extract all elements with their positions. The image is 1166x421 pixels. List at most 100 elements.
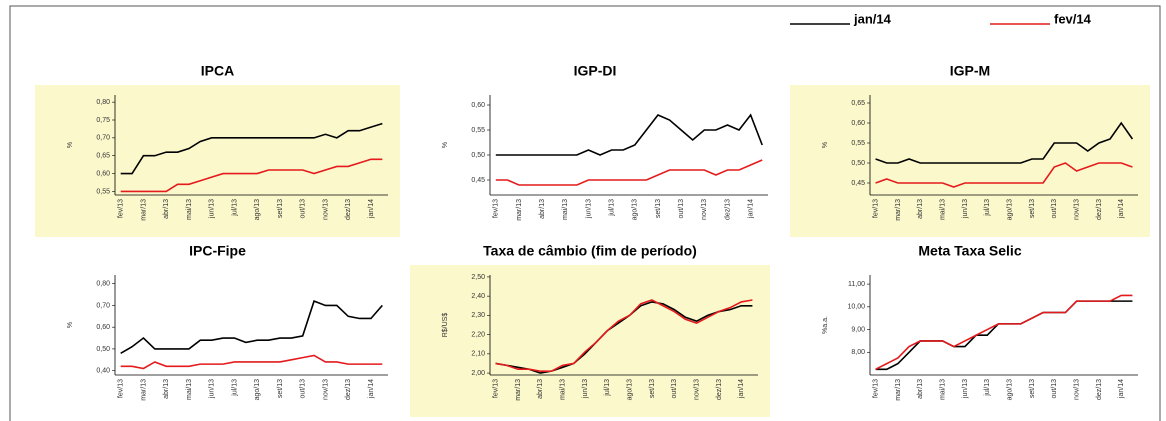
x-tick-label: mar/13 xyxy=(515,379,522,401)
x-tick-label: nov/13 xyxy=(1073,379,1080,400)
x-tick-label: jul/13 xyxy=(608,199,615,217)
y-tick-label: 2,50 xyxy=(471,274,485,281)
x-tick-label: dez/13 xyxy=(345,199,352,220)
x-tick-label: mai/13 xyxy=(939,199,946,220)
y-axis-label: % xyxy=(67,142,74,148)
x-tick-label: set/13 xyxy=(1029,199,1036,218)
y-tick-label: 0,50 xyxy=(471,152,485,159)
y-tick-label: 0,40 xyxy=(96,367,110,374)
series-line xyxy=(120,122,383,175)
y-tick-label: 0,60 xyxy=(96,170,110,177)
y-tick-label: 0,55 xyxy=(96,188,110,195)
legend-label: jan/14 xyxy=(853,11,892,26)
y-tick-label: 0,60 xyxy=(851,120,865,127)
x-tick-label: out/13 xyxy=(671,379,678,399)
chart-title: Meta Taxa Selic xyxy=(918,243,1021,259)
x-tick-label: set/13 xyxy=(655,199,662,218)
x-tick-label: dez/13 xyxy=(1096,199,1103,220)
y-tick-label: 0,55 xyxy=(851,140,865,147)
y-tick-label: 8,00 xyxy=(851,349,865,356)
y-axis-label: % xyxy=(822,142,829,148)
x-tick-label: out/13 xyxy=(1051,379,1058,399)
chart-title: IPC-Fipe xyxy=(189,243,246,259)
x-tick-label: ago/13 xyxy=(254,199,261,221)
panel-background xyxy=(790,85,1150,237)
legend: jan/14 fev/14 xyxy=(790,11,1092,26)
x-tick-label: fev/13 xyxy=(872,379,879,398)
x-tick-label: jun/13 xyxy=(585,199,592,219)
x-tick-label: abr/13 xyxy=(163,379,170,399)
series-line xyxy=(120,158,383,193)
x-tick-label: jun/13 xyxy=(962,199,969,219)
series-line xyxy=(875,300,1133,371)
x-tick-label: out/13 xyxy=(678,199,685,219)
series-line xyxy=(875,294,1133,371)
x-tick-label: jun/13 xyxy=(209,199,216,219)
y-tick-label: 0,45 xyxy=(471,177,485,184)
chart-title: IPCA xyxy=(201,63,234,79)
x-tick-label: set/13 xyxy=(277,199,284,218)
series-line xyxy=(875,162,1133,188)
y-axis-label: R$/US$ xyxy=(442,313,449,338)
x-tick-label: ago/13 xyxy=(254,379,261,401)
y-tick-label: 10,00 xyxy=(847,304,865,311)
y-tick-label: 2,20 xyxy=(471,331,485,338)
x-tick-label: mai/13 xyxy=(559,379,566,400)
x-tick-label: mai/13 xyxy=(562,199,569,220)
x-tick-label: mai/13 xyxy=(939,379,946,400)
x-tick-label: jun/13 xyxy=(209,379,216,399)
x-tick-label: nov/13 xyxy=(1073,199,1080,220)
y-tick-label: 0,50 xyxy=(96,346,110,353)
y-tick-label: 0,50 xyxy=(851,160,865,167)
y-axis-label: % xyxy=(442,142,449,148)
x-tick-label: dez/13 xyxy=(345,379,352,400)
x-tick-label: ago/13 xyxy=(632,199,639,221)
x-tick-label: jul/13 xyxy=(984,379,991,397)
x-tick-label: jan/14 xyxy=(1118,199,1125,219)
panel-background xyxy=(410,265,770,417)
chart-title: IGP-M xyxy=(950,63,990,79)
y-tick-label: 9,00 xyxy=(851,326,865,333)
x-tick-label: jun/13 xyxy=(582,379,589,399)
y-tick-label: 0,80 xyxy=(96,281,110,288)
y-tick-label: 0,70 xyxy=(96,302,110,309)
y-tick-label: 2,00 xyxy=(471,370,485,377)
x-tick-label: jan/14 xyxy=(368,379,375,399)
x-tick-label: set/13 xyxy=(277,379,284,398)
x-tick-label: nov/13 xyxy=(693,379,700,400)
y-tick-label: 0,65 xyxy=(96,153,110,160)
legend-label: fev/14 xyxy=(1054,11,1092,26)
x-tick-label: dez/13 xyxy=(716,379,723,400)
y-tick-label: 0,60 xyxy=(96,324,110,331)
x-tick-label: mar/13 xyxy=(895,199,902,221)
x-tick-label: jan/14 xyxy=(1118,379,1125,399)
x-tick-label: dez/13 xyxy=(724,199,731,220)
x-tick-label: jul/13 xyxy=(604,379,611,397)
series-line xyxy=(495,159,763,186)
x-tick-label: mar/13 xyxy=(140,199,147,221)
series-line xyxy=(495,113,763,156)
x-tick-label: mar/13 xyxy=(895,379,902,401)
x-tick-label: nov/13 xyxy=(322,199,329,220)
x-tick-label: abr/13 xyxy=(917,199,924,219)
y-axis-label: % xyxy=(67,322,74,328)
x-tick-label: abr/13 xyxy=(163,199,170,219)
x-tick-label: nov/13 xyxy=(701,199,708,220)
x-tick-label: jan/14 xyxy=(368,199,375,219)
x-tick-label: fev/13 xyxy=(118,199,125,218)
series-line xyxy=(495,299,753,372)
x-tick-label: abr/13 xyxy=(539,199,546,219)
chart-title: Taxa de câmbio (fim de período) xyxy=(483,243,697,259)
y-tick-label: 11,00 xyxy=(848,281,865,288)
y-tick-label: 0,45 xyxy=(851,180,865,187)
x-tick-label: mar/13 xyxy=(140,379,147,401)
y-tick-label: 2,30 xyxy=(471,312,485,319)
x-tick-label: abr/13 xyxy=(917,379,924,399)
x-tick-label: set/13 xyxy=(649,379,656,398)
x-tick-label: dez/13 xyxy=(1096,379,1103,400)
x-tick-label: jul/13 xyxy=(984,199,991,217)
series-line xyxy=(120,300,383,354)
x-tick-label: ago/13 xyxy=(1006,379,1013,401)
x-tick-label: jul/13 xyxy=(231,199,238,217)
